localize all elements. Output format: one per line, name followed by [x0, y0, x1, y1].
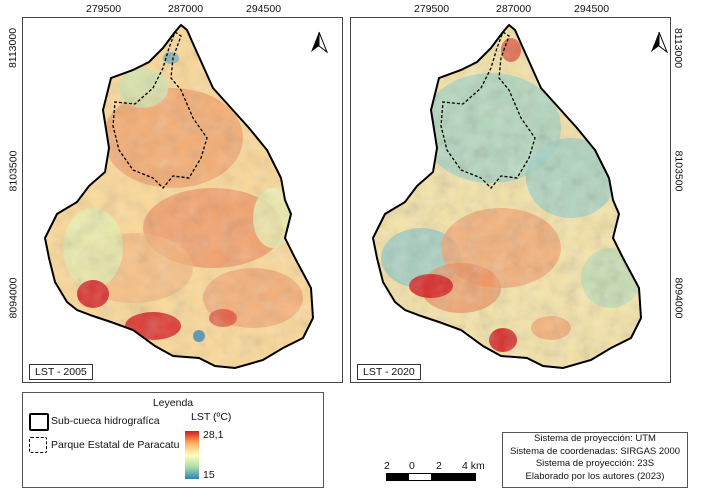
map-label: LST - 2005: [29, 364, 93, 380]
x-tick: 294500: [574, 3, 610, 15]
park-boundary: [440, 31, 536, 189]
y-tick: 8103500: [672, 150, 685, 192]
scale-label: 2: [436, 460, 442, 472]
legend-item-park: Parque Estatal de Paracatu: [51, 439, 180, 451]
dashed-outline-icon: [29, 437, 47, 453]
y-tick: 8113000: [672, 27, 685, 69]
x-tick: 279500: [86, 3, 122, 15]
x-tick: 279500: [414, 3, 450, 15]
projection-info-box: Sistema de proyección: UTM Sistema de co…: [502, 432, 688, 488]
legend-title: Leyenda: [152, 397, 194, 409]
info-line: Sistema de coordenadas: SIRGAS 2000: [509, 445, 681, 457]
lst-raster-2005: [45, 25, 313, 368]
scale-bar: [386, 473, 476, 481]
legend-box: Leyenda Sub-cueca hidrografíca Parque Es…: [22, 392, 324, 488]
x-tick: 287000: [168, 3, 204, 15]
sub-basin-boundary: [43, 23, 315, 370]
y-tick: 8094000: [7, 277, 20, 319]
colorbar-max: 28,1: [203, 429, 224, 441]
info-line: Elaborado por los autores (2023): [525, 470, 665, 482]
map-label: LST - 2020: [357, 364, 421, 380]
y-tick: 8103500: [7, 150, 20, 192]
x-tick: 294500: [246, 3, 282, 15]
y-tick: 8113000: [7, 27, 20, 69]
scale-label: 4 km: [462, 460, 485, 472]
legend-item-sub-basin: Sub-cueca hidrografíca: [51, 415, 160, 427]
sub-basin-boundary: [371, 23, 643, 370]
north-arrow-icon: [651, 31, 669, 54]
lst-raster-2020: [373, 25, 641, 368]
colorbar-ramp: [185, 431, 199, 479]
scale-label: 0: [409, 460, 415, 472]
scale-label: 2: [384, 460, 390, 472]
north-arrow-icon: [311, 31, 329, 54]
map-panel-2005[interactable]: LST - 2005: [22, 17, 343, 383]
map-panel-2020[interactable]: LST - 2020: [350, 17, 671, 383]
solid-outline-icon: [29, 413, 49, 431]
info-line: Sistema de proyección: 23S: [535, 458, 655, 469]
info-line: Sistema de proyección: UTM: [534, 433, 656, 444]
colorbar-min: 15: [203, 469, 215, 481]
y-tick: 8094000: [672, 277, 685, 319]
x-tick: 287000: [496, 3, 532, 15]
colorbar-title: LST (ºC): [191, 411, 232, 423]
park-boundary: [112, 31, 208, 189]
